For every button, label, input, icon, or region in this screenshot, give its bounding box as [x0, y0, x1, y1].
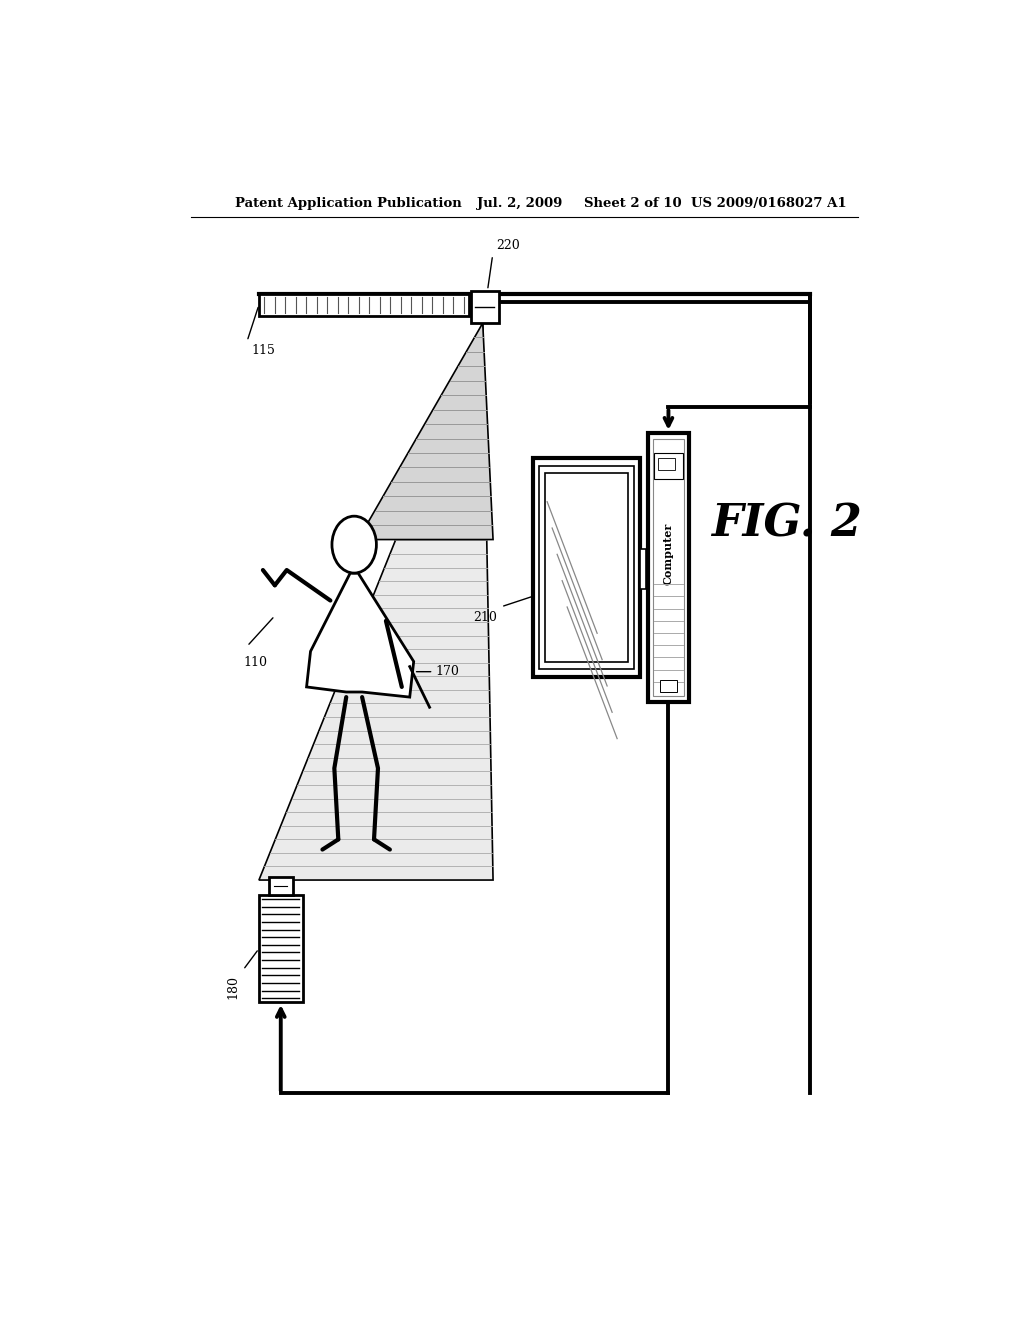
Bar — [532, 458, 640, 677]
Bar — [648, 433, 689, 702]
Text: 115: 115 — [251, 345, 274, 358]
Text: US 2009/0168027 A1: US 2009/0168027 A1 — [691, 197, 847, 210]
Text: 220: 220 — [497, 239, 520, 252]
Text: Jul. 2, 2009: Jul. 2, 2009 — [477, 197, 562, 210]
Circle shape — [332, 516, 377, 573]
Text: Sheet 2 of 10: Sheet 2 of 10 — [585, 197, 682, 210]
Polygon shape — [306, 573, 414, 697]
Text: 110: 110 — [243, 656, 267, 669]
Text: 210: 210 — [473, 611, 497, 624]
Text: FIG. 2: FIG. 2 — [712, 503, 862, 545]
Bar — [259, 895, 303, 1002]
Text: 180: 180 — [226, 975, 240, 999]
Text: 170: 170 — [436, 665, 460, 678]
Bar — [654, 453, 683, 479]
Text: Patent Application Publication: Patent Application Publication — [236, 197, 462, 210]
Bar — [658, 458, 675, 470]
Bar — [652, 440, 684, 696]
Bar — [640, 549, 646, 589]
Text: Computer: Computer — [663, 523, 674, 585]
Bar — [545, 474, 628, 661]
Bar — [660, 680, 677, 692]
Bar — [539, 466, 634, 669]
Bar — [268, 876, 293, 895]
Bar — [471, 290, 499, 323]
Bar — [259, 293, 469, 315]
Polygon shape — [259, 323, 494, 880]
Polygon shape — [358, 323, 494, 540]
